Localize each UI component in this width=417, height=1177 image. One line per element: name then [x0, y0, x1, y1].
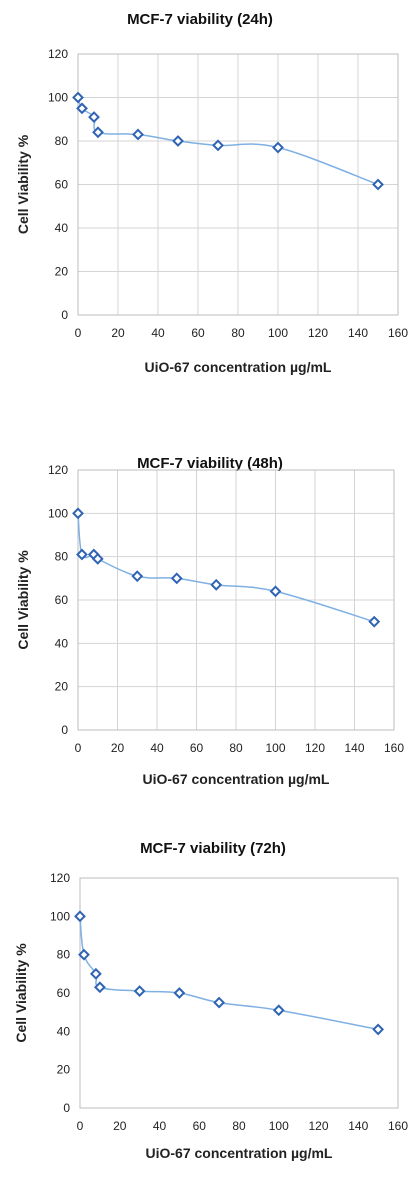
x-tick-label: 120 — [305, 741, 325, 755]
data-point-marker — [88, 111, 100, 123]
chart-panel-72h: MCF-7 viability (72h) 0 20 40 60 80 100 120 0 20 4… — [0, 830, 417, 1177]
data-point-marker — [93, 981, 106, 994]
y-tick-label: 20 — [55, 265, 69, 279]
x-tick-label: 160 — [388, 1119, 408, 1133]
y-tick-label: 100 — [48, 91, 68, 105]
x-tick-label: 40 — [151, 326, 165, 340]
data-point-marker — [172, 135, 184, 147]
y-tick-label: 40 — [55, 221, 69, 235]
y-tick-label: 100 — [50, 909, 70, 923]
series-line — [79, 916, 379, 1031]
x-axis-label: UiO-67 concentration µg/mL — [146, 1145, 333, 1161]
x-tick-label: 160 — [388, 326, 408, 340]
data-point-marker — [372, 178, 384, 191]
x-tick-label: 40 — [150, 741, 164, 755]
chart-title: MCF-7 viability (24h) — [127, 11, 273, 28]
data-point-marker — [272, 1004, 285, 1017]
data-point-marker — [76, 548, 88, 561]
y-tick-label: 20 — [55, 680, 69, 694]
y-tick-label: 120 — [48, 463, 68, 477]
data-point-marker — [78, 948, 90, 961]
x-tick-label: 40 — [153, 1119, 167, 1133]
x-axis-label: UiO-67 concentration µg/mL — [143, 771, 330, 787]
data-point-marker — [132, 128, 144, 141]
data-point-marker — [173, 987, 186, 999]
plot-area — [77, 469, 395, 731]
y-tick-label: 120 — [48, 47, 68, 61]
x-tick-label: 0 — [75, 326, 82, 340]
y-tick-label: 40 — [55, 636, 69, 650]
plot-area — [79, 877, 399, 1109]
x-tick-label: 140 — [348, 326, 368, 340]
plot-area — [77, 53, 399, 316]
viability-chart-48h: MCF-7 viability (48h) 0 20 40 60 80 100 120 0 20 4… — [15, 455, 404, 787]
x-tick-label: 20 — [113, 1119, 127, 1133]
x-tick-label: 140 — [344, 741, 364, 755]
data-point-marker — [91, 552, 104, 565]
chart-panel-48h: MCF-7 viability (48h) 0 20 40 60 80 100 120 0 20 4… — [0, 420, 417, 800]
y-tick-label: 0 — [63, 1101, 70, 1115]
y-tick-label: 60 — [55, 178, 69, 192]
data-point-marker — [210, 578, 223, 591]
y-tick-label: 80 — [55, 550, 69, 564]
y-tick-label: 0 — [61, 308, 68, 322]
chart-title: MCF-7 viability (48h) — [137, 455, 283, 472]
data-point-marker — [212, 139, 224, 152]
y-axis-label: Cell Viability % — [15, 134, 31, 234]
chart-panel-24h: MCF-7 viability (24h) 0 20 40 60 80 100 120 0 20 4… — [0, 0, 417, 385]
chart-title: MCF-7 viability (72h) — [140, 840, 286, 857]
x-tick-label: 160 — [384, 741, 404, 755]
data-point-marker — [89, 967, 102, 980]
x-tick-label: 0 — [77, 1119, 84, 1133]
x-axis-label: UiO-67 concentration µg/mL — [145, 359, 332, 375]
y-tick-label: 60 — [55, 593, 69, 607]
x-tick-label: 60 — [193, 1119, 207, 1133]
x-tick-label: 20 — [111, 326, 125, 340]
viability-chart-24h: MCF-7 viability (24h) 0 20 40 60 80 100 120 0 20 4… — [15, 11, 408, 375]
x-tick-label: 60 — [191, 326, 205, 340]
x-tick-label: 80 — [232, 1119, 246, 1133]
data-point-marker — [72, 507, 84, 520]
data-point-marker — [92, 126, 104, 139]
data-point-marker — [272, 141, 284, 154]
y-tick-label: 60 — [57, 986, 71, 1000]
y-tick-label: 40 — [57, 1024, 71, 1038]
x-tick-label: 80 — [231, 326, 245, 340]
x-tick-label: 100 — [268, 326, 288, 340]
viability-chart-72h: MCF-7 viability (72h) 0 20 40 60 80 100 120 0 20 4… — [13, 840, 408, 1161]
data-point-marker — [133, 985, 146, 997]
x-tick-label: 120 — [308, 326, 328, 340]
series-line — [77, 513, 375, 623]
x-tick-label: 100 — [265, 741, 285, 755]
x-tick-label: 120 — [308, 1119, 328, 1133]
x-tick-label: 140 — [348, 1119, 368, 1133]
data-point-marker — [372, 1023, 385, 1036]
y-axis-label: Cell Viability % — [15, 550, 31, 650]
y-tick-label: 80 — [57, 948, 71, 962]
data-point-marker — [74, 910, 86, 923]
x-tick-label: 100 — [269, 1119, 289, 1133]
x-tick-label: 60 — [190, 741, 204, 755]
x-tick-label: 0 — [75, 741, 82, 755]
data-point-marker — [131, 570, 144, 583]
y-axis-label: Cell Viability % — [13, 943, 29, 1043]
data-point-marker — [368, 615, 381, 628]
y-tick-label: 120 — [50, 871, 70, 885]
y-tick-label: 0 — [61, 723, 68, 737]
data-point-marker — [76, 102, 88, 115]
y-tick-label: 20 — [57, 1063, 71, 1077]
x-tick-label: 20 — [111, 741, 125, 755]
y-tick-label: 100 — [48, 506, 68, 520]
data-point-marker — [269, 585, 282, 598]
y-tick-label: 80 — [55, 134, 69, 148]
x-tick-label: 80 — [229, 741, 243, 755]
data-point-marker — [213, 996, 226, 1009]
data-point-marker — [170, 572, 183, 585]
data-point-marker — [72, 91, 84, 104]
